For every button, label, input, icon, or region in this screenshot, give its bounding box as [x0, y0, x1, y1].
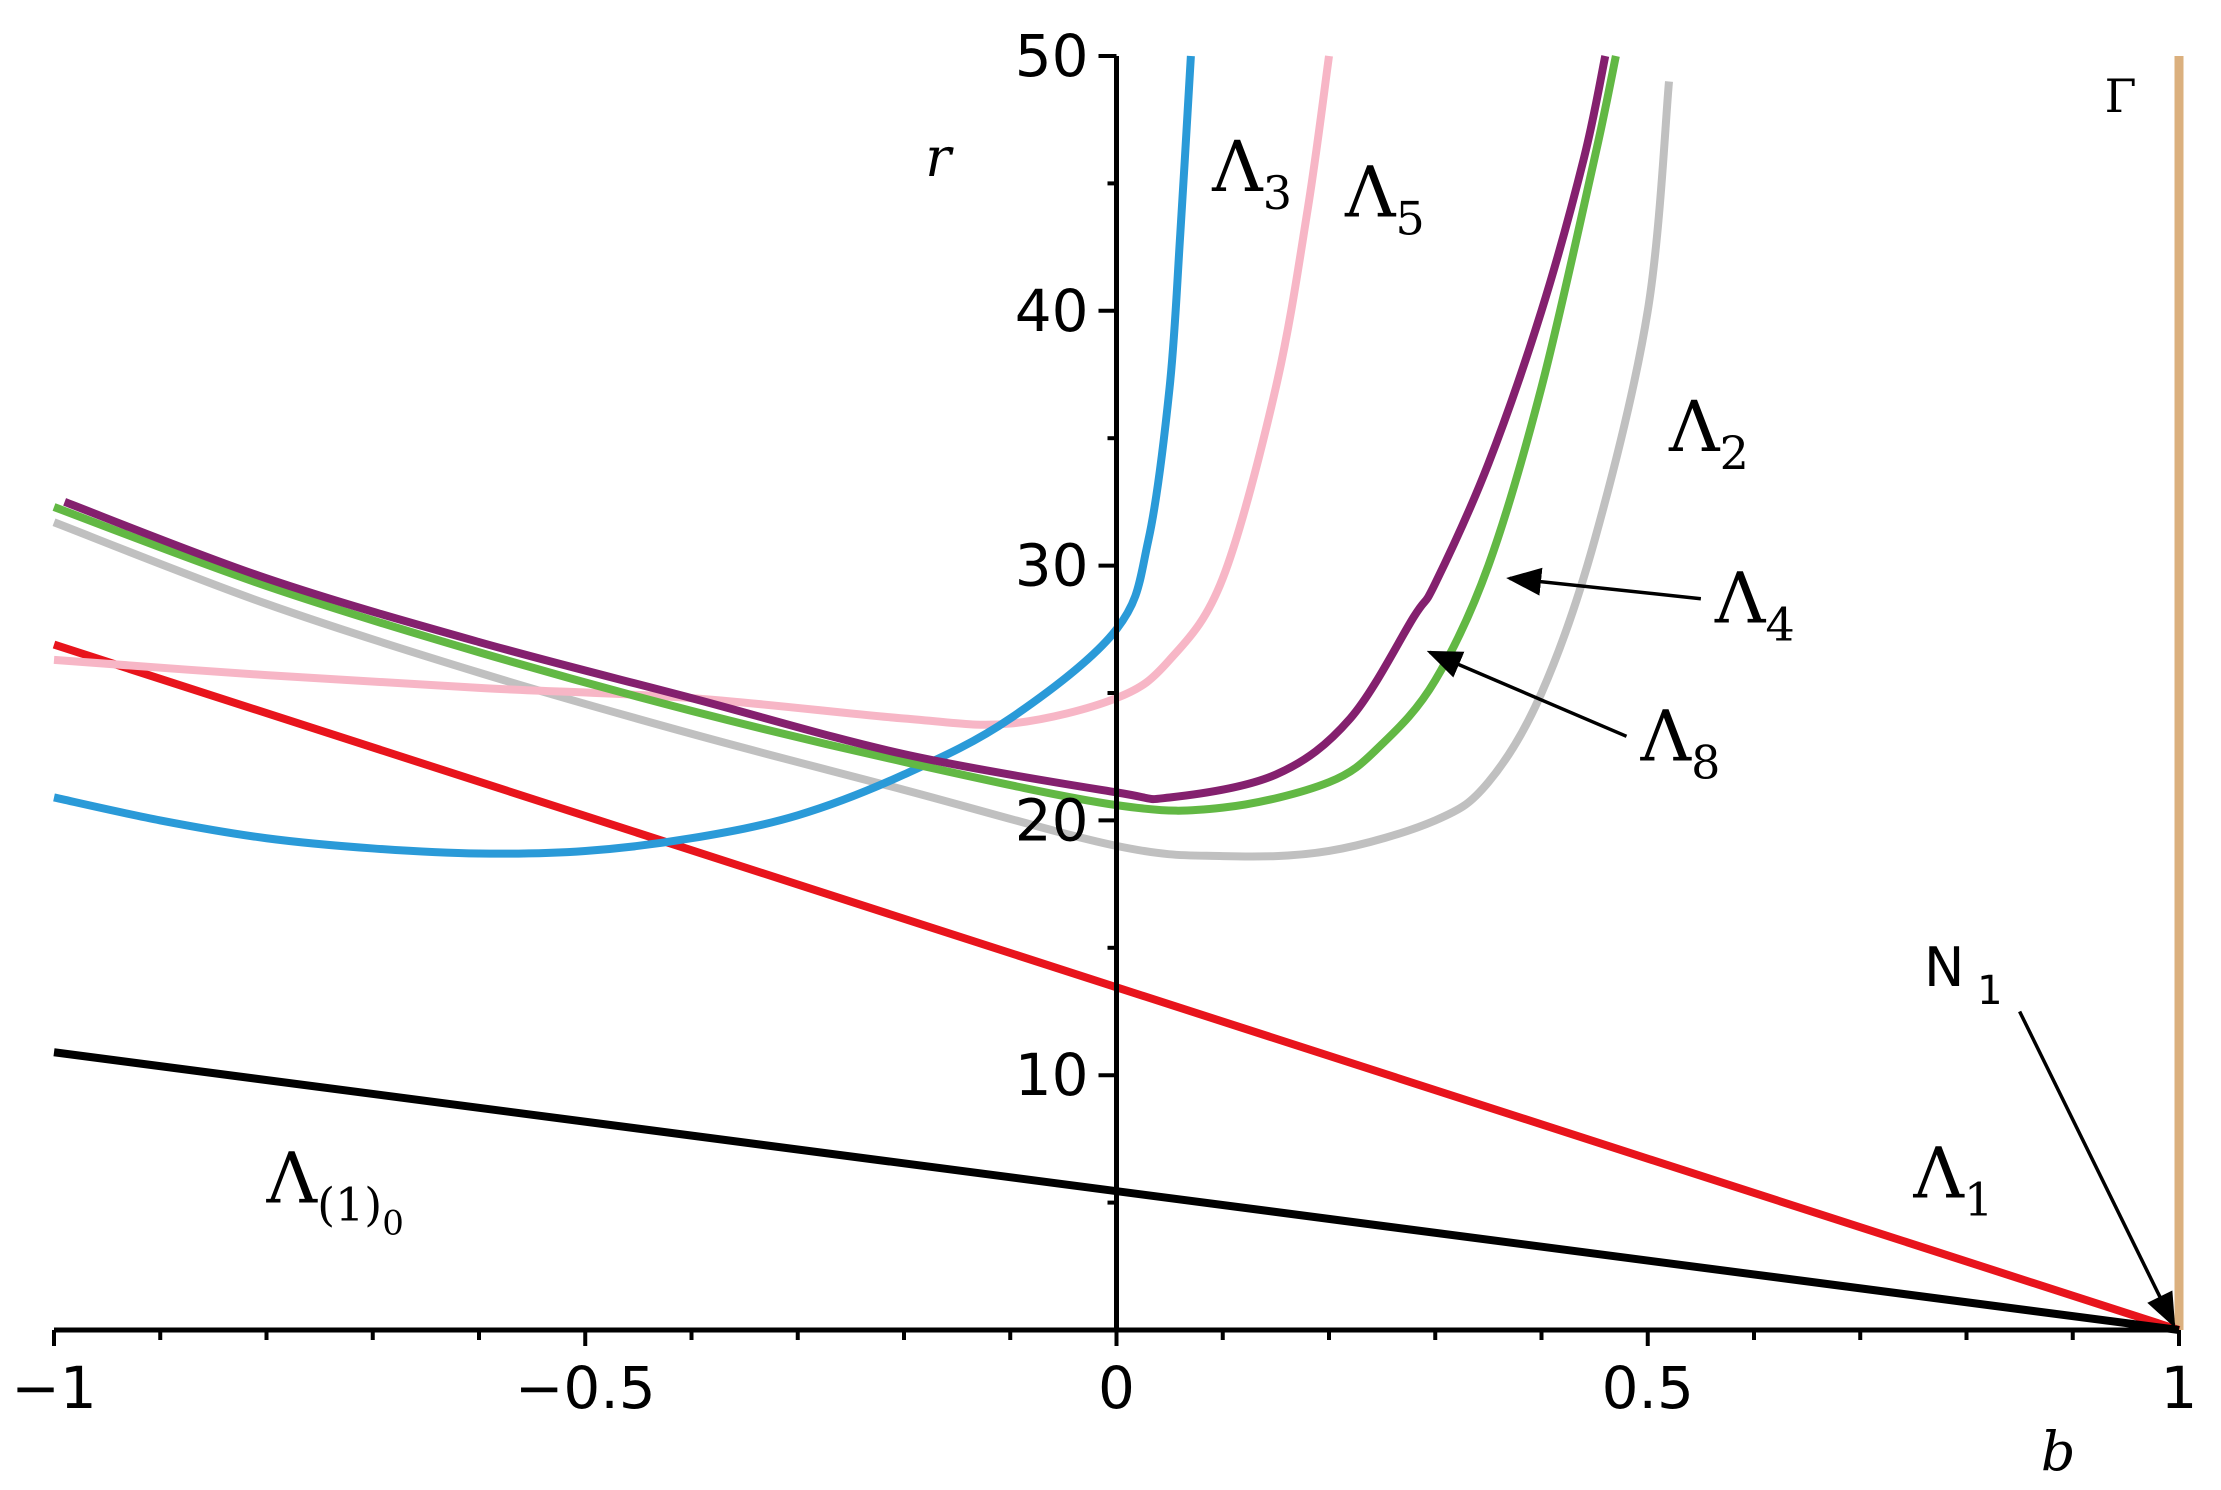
- y-tick-label: 30: [1015, 532, 1089, 600]
- x-tick-label: 0.5: [1602, 1354, 1694, 1422]
- annotation-4-label-main: Λ: [1714, 558, 1767, 640]
- annotation-n1-label-sub: 1: [1964, 968, 2002, 1014]
- series-2-label-sub: 2: [1720, 426, 1749, 480]
- series-10-label-subsub: 0: [382, 1204, 404, 1244]
- y-tick-label: 50: [1015, 22, 1089, 90]
- series-3-label-main: Λ: [1211, 126, 1264, 208]
- annotation-n1-label-main: N: [1924, 936, 1964, 999]
- gamma-label-main: Γ: [2105, 69, 2137, 123]
- series-10-label: Λ(1)0: [266, 1138, 404, 1244]
- series-2-line: [52, 81, 1673, 861]
- series-1-label-sub: 1: [1964, 1173, 1993, 1227]
- y-tick-label: 20: [1015, 786, 1089, 854]
- series-8-line: [63, 55, 1610, 804]
- series-5-line: [53, 55, 1333, 729]
- x-tick-label: −1: [11, 1354, 97, 1422]
- annotation-8-label: Λ8: [1640, 695, 1721, 789]
- x-tick-label: 0: [1098, 1354, 1135, 1422]
- annotation-n1-arrow: [2018, 1010, 2176, 1329]
- series-10-label-main: Λ: [266, 1138, 319, 1220]
- series-5-label-sub: 5: [1396, 192, 1425, 246]
- x-axis-label: b: [2041, 1420, 2076, 1483]
- series-3-line: [53, 55, 1195, 858]
- annotation-4-label-sub: 4: [1765, 598, 1794, 652]
- annotation-8-label-main: Λ: [1640, 695, 1693, 777]
- series-2-label: Λ2: [1668, 386, 1749, 480]
- series-4-line: [52, 55, 1620, 815]
- annotation-n1-label: N 1: [1924, 936, 2003, 1014]
- annotation-4-arrow: [1506, 567, 1702, 601]
- series-1-label-main: Λ: [1912, 1133, 1965, 1215]
- series-5-label: Λ5: [1344, 152, 1425, 246]
- series-5-label-main: Λ: [1344, 152, 1397, 234]
- annotation-4-label: Λ4: [1714, 558, 1795, 652]
- y-tick-label: 40: [1015, 277, 1089, 345]
- gamma-label: Γ: [2105, 69, 2137, 123]
- series-2-label-main: Λ: [1668, 386, 1721, 468]
- series-3-label-sub: 3: [1263, 166, 1292, 220]
- x-tick-label: 1: [2161, 1354, 2198, 1422]
- series-1-label: Λ1: [1912, 1133, 1993, 1227]
- series-10-label-sub: (1): [317, 1178, 382, 1232]
- y-axis-label: r: [925, 126, 954, 189]
- series-3-label: Λ3: [1211, 126, 1292, 220]
- x-tick-label: −0.5: [515, 1354, 656, 1422]
- annotation-8-label-sub: 8: [1691, 735, 1720, 789]
- y-tick-label: 10: [1015, 1041, 1089, 1109]
- annotation-8-arrow: [1426, 650, 1628, 738]
